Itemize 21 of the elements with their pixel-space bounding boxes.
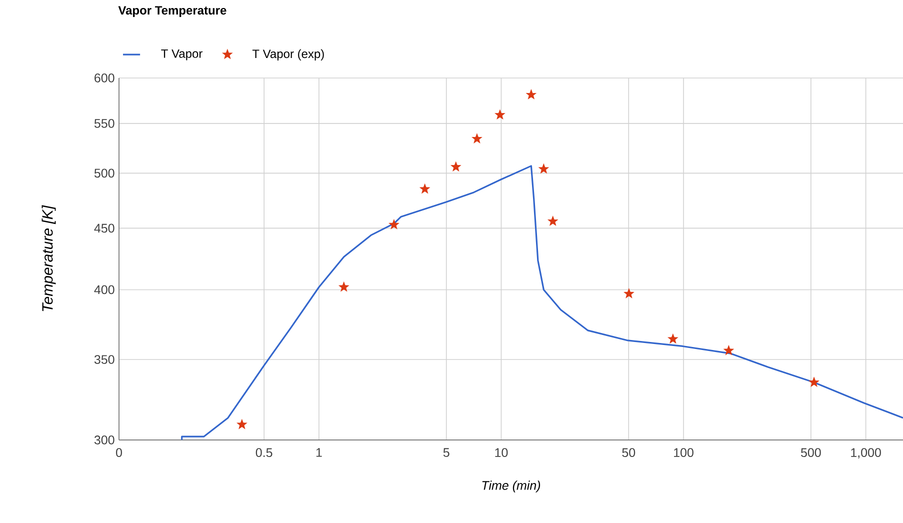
y-tick-label: 500 — [94, 168, 114, 178]
y-tick-label: 600 — [94, 74, 114, 82]
x-tick-label: 50 — [622, 448, 636, 458]
x-tick-label: 500 — [801, 448, 821, 458]
legend-label: T Vapor — [161, 49, 202, 60]
x-tick-label: 10 — [495, 448, 508, 458]
x-axis-title: Time (min) — [482, 480, 540, 492]
y-tick-label: 300 — [94, 436, 114, 444]
x-tick-label: 0 — [116, 448, 122, 458]
x-tick-label: 1,000 — [851, 448, 881, 458]
x-tick-label: 1 — [316, 448, 322, 457]
y-axis-title: Temperature [K] — [42, 205, 56, 312]
x-tick-label: 100 — [674, 448, 694, 458]
y-tick-label: 550 — [94, 118, 114, 128]
x-tick-label: 0.5 — [256, 448, 272, 458]
x-tick-label: 5 — [443, 448, 450, 457]
y-tick-label: 450 — [94, 224, 114, 233]
legend-label: T Vapor (exp) — [252, 49, 324, 60]
y-tick-label: 400 — [94, 285, 114, 294]
y-tick-label: 350 — [94, 355, 114, 364]
chart-title: Vapor Temperature — [118, 6, 226, 17]
